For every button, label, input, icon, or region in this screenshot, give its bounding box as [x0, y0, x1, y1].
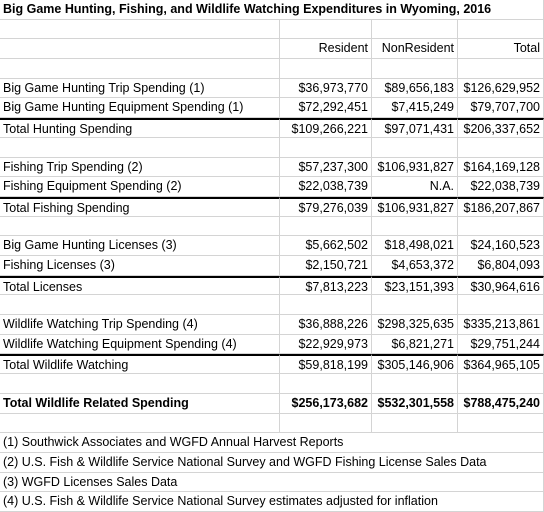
row-label: Fishing Equipment Spending (2) — [0, 177, 280, 197]
empty-cell — [372, 374, 458, 394]
empty-cell — [0, 137, 280, 158]
row-value: $5,662,502 — [280, 236, 372, 256]
empty-cell — [458, 374, 544, 394]
empty-cell — [458, 216, 544, 237]
table-title: Big Game Hunting, Fishing, and Wildlife … — [0, 0, 544, 20]
empty-cell — [372, 137, 458, 158]
empty-cell — [372, 413, 458, 434]
footnote: (4) U.S. Fish & Wildlife Service Nationa… — [0, 492, 544, 512]
grand-total-label: Total Wildlife Related Spending — [0, 393, 280, 414]
row-value: $7,415,249 — [372, 98, 458, 119]
empty-cell — [0, 59, 280, 79]
row-value: $29,751,244 — [458, 334, 544, 355]
row-value: $57,237,300 — [280, 157, 372, 178]
total-row-value: $97,071,431 — [372, 118, 458, 138]
row-value: $24,160,523 — [458, 236, 544, 256]
row-value: $106,931,827 — [372, 157, 458, 178]
total-row-value: $364,965,105 — [458, 354, 544, 375]
empty-cell — [0, 19, 280, 40]
row-value: $22,038,739 — [280, 177, 372, 197]
column-header: Total — [458, 39, 544, 60]
total-row-value: $109,266,221 — [280, 118, 372, 138]
empty-cell — [458, 19, 544, 40]
row-value: $18,498,021 — [372, 236, 458, 256]
empty-cell — [372, 295, 458, 316]
total-row-value: $206,337,652 — [458, 118, 544, 138]
empty-cell — [458, 295, 544, 316]
row-value: $126,629,952 — [458, 78, 544, 99]
total-row-label: Total Hunting Spending — [0, 118, 280, 138]
footnote: (3) WGFD Licenses Sales Data — [0, 472, 544, 493]
row-value: $36,973,770 — [280, 78, 372, 99]
empty-cell — [280, 374, 372, 394]
empty-cell — [0, 216, 280, 237]
row-value: $298,325,635 — [372, 315, 458, 335]
row-value: $4,653,372 — [372, 256, 458, 276]
total-row-value: $305,146,906 — [372, 354, 458, 375]
empty-cell — [280, 413, 372, 434]
empty-cell — [372, 19, 458, 40]
row-label: Fishing Trip Spending (2) — [0, 157, 280, 178]
total-row-value: $30,964,616 — [458, 275, 544, 296]
total-row-value: $106,931,827 — [372, 196, 458, 217]
row-value: $6,804,093 — [458, 256, 544, 276]
column-header: NonResident — [372, 39, 458, 60]
row-value: $72,292,451 — [280, 98, 372, 119]
empty-cell — [280, 59, 372, 79]
row-value: $89,656,183 — [372, 78, 458, 99]
row-value: $6,821,271 — [372, 334, 458, 355]
empty-cell — [280, 216, 372, 237]
row-value: $22,929,973 — [280, 334, 372, 355]
empty-cell — [280, 19, 372, 40]
total-row-label: Total Licenses — [0, 275, 280, 296]
row-value: $164,169,128 — [458, 157, 544, 178]
row-label: Big Game Hunting Equipment Spending (1) — [0, 98, 280, 119]
total-row-value: $79,276,039 — [280, 196, 372, 217]
total-row-value: $186,207,867 — [458, 196, 544, 217]
grand-total-value: $256,173,682 — [280, 393, 372, 414]
row-value: $335,213,861 — [458, 315, 544, 335]
footnote: (1) Southwick Associates and WGFD Annual… — [0, 433, 544, 453]
total-row-value: $7,813,223 — [280, 275, 372, 296]
empty-cell — [280, 295, 372, 316]
row-value: N.A. — [372, 177, 458, 197]
grand-total-value: $788,475,240 — [458, 393, 544, 414]
empty-cell — [0, 39, 280, 60]
grand-total-value: $532,301,558 — [372, 393, 458, 414]
empty-cell — [0, 413, 280, 434]
empty-cell — [0, 374, 280, 394]
total-row-label: Total Wildlife Watching — [0, 354, 280, 375]
row-label: Big Game Hunting Trip Spending (1) — [0, 78, 280, 99]
total-row-label: Total Fishing Spending — [0, 196, 280, 217]
empty-cell — [372, 59, 458, 79]
row-label: Wildlife Watching Trip Spending (4) — [0, 315, 280, 335]
total-row-value: $23,151,393 — [372, 275, 458, 296]
column-header: Resident — [280, 39, 372, 60]
empty-cell — [0, 295, 280, 316]
empty-cell — [280, 137, 372, 158]
empty-cell — [458, 413, 544, 434]
row-label: Big Game Hunting Licenses (3) — [0, 236, 280, 256]
empty-cell — [372, 216, 458, 237]
empty-cell — [458, 137, 544, 158]
total-row-value: $59,818,199 — [280, 354, 372, 375]
row-value: $36,888,226 — [280, 315, 372, 335]
row-label: Fishing Licenses (3) — [0, 256, 280, 276]
row-value: $79,707,700 — [458, 98, 544, 119]
row-label: Wildlife Watching Equipment Spending (4) — [0, 334, 280, 355]
footnote: (2) U.S. Fish & Wildlife Service Nationa… — [0, 452, 544, 473]
row-value: $22,038,739 — [458, 177, 544, 197]
row-value: $2,150,721 — [280, 256, 372, 276]
empty-cell — [458, 59, 544, 79]
